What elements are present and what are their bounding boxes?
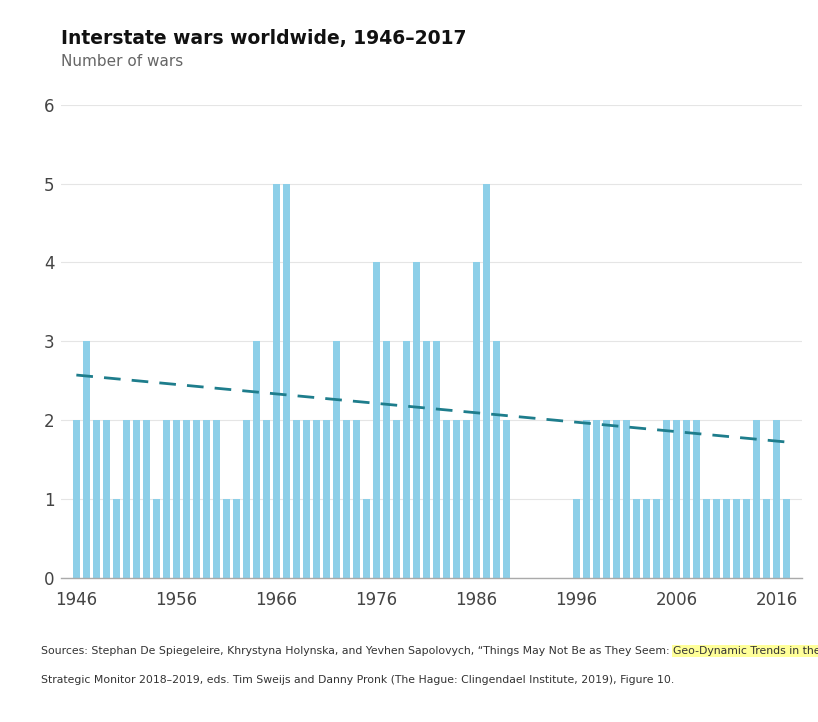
Bar [243,420,250,578]
Text: Geo-Dynamic Trends in the International System,: Geo-Dynamic Trends in the International … [673,646,818,656]
Bar [253,341,260,578]
Bar [423,341,430,578]
Bar [413,262,420,578]
Bar [363,499,370,578]
Bar [92,420,100,578]
Bar [353,420,360,578]
Bar [403,341,410,578]
Bar [663,420,670,578]
Bar [733,499,740,578]
Bar [193,420,200,578]
Bar [373,262,380,578]
Bar [773,420,780,578]
Bar [503,420,510,578]
Bar [113,499,120,578]
Bar [463,420,470,578]
Bar [222,499,230,578]
Bar [593,420,600,578]
Bar [393,420,400,578]
Bar [283,183,290,578]
Bar [493,341,500,578]
Bar [473,262,480,578]
Bar [163,420,170,578]
Bar [583,420,590,578]
Bar [443,420,450,578]
Bar [643,499,650,578]
Bar [483,183,490,578]
Bar [143,420,150,578]
Bar [233,499,240,578]
Bar [83,341,90,578]
Bar [713,499,720,578]
Bar [103,420,110,578]
Bar [603,420,610,578]
Bar [323,420,330,578]
Bar [653,499,660,578]
Bar [723,499,730,578]
Bar [613,420,620,578]
Bar [303,420,310,578]
Bar [173,420,180,578]
Bar [213,420,220,578]
Bar [683,420,690,578]
Bar [182,420,190,578]
Bar [673,420,681,578]
Bar [203,420,210,578]
Text: Strategic Monitor 2018–2019, eds. Tim Sweijs and Danny Pronk (The Hague: Clingen: Strategic Monitor 2018–2019, eds. Tim Sw… [41,675,674,685]
Bar [573,499,580,578]
Bar [133,420,140,578]
Bar [633,499,640,578]
Bar [343,420,350,578]
Bar [453,420,460,578]
Bar [73,420,80,578]
Bar [623,420,630,578]
Bar [783,499,790,578]
Bar [293,420,300,578]
Bar [743,499,750,578]
Bar [333,341,340,578]
Bar [383,341,390,578]
Bar [312,420,320,578]
Text: Sources: Stephan De Spiegeleire, Khrystyna Holynska, and Yevhen Sapolovych, “Thi: Sources: Stephan De Spiegeleire, Khrysty… [41,646,673,656]
Text: Interstate wars worldwide, 1946–2017: Interstate wars worldwide, 1946–2017 [61,29,467,48]
Bar [763,499,771,578]
Bar [433,341,440,578]
Bar [273,183,280,578]
Bar [263,420,270,578]
Bar [123,420,130,578]
Text: Number of wars: Number of wars [61,54,183,69]
Bar [693,420,700,578]
Bar [153,499,160,578]
Bar [703,499,710,578]
Bar [753,420,760,578]
